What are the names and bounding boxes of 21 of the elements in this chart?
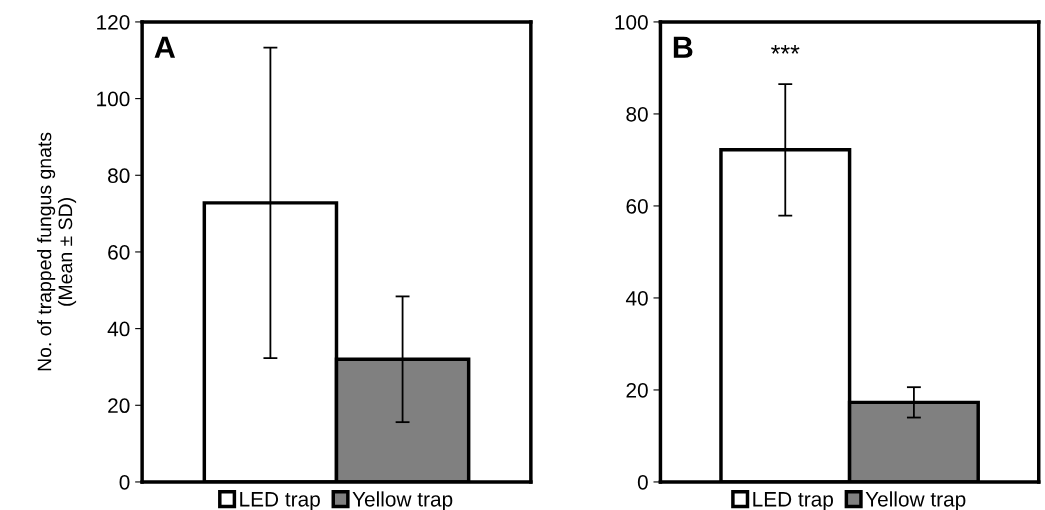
- y-axis-title: No. of trapped fungus gnats (Mean ± SD): [37, 132, 77, 371]
- y-tick-label: 20: [626, 382, 648, 398]
- legend-label: Yellow trap: [865, 491, 966, 510]
- y-tick-label: 80: [108, 168, 130, 184]
- legend-label: LED trap: [753, 492, 833, 510]
- y-tick-label: 100: [97, 91, 130, 107]
- y-tick-label: 0: [119, 474, 130, 490]
- y-tick-label: 80: [626, 106, 648, 122]
- annotation: ***: [771, 44, 800, 54]
- y-tick-label: 40: [107, 321, 130, 337]
- chart-title: A: [154, 36, 176, 58]
- legend-label: Yellow trap: [352, 491, 453, 510]
- y-tick-label: 20: [108, 398, 130, 414]
- y-tick-label: 60: [108, 244, 130, 260]
- y-tick-label: 60: [626, 198, 648, 214]
- y-tick-label: 120: [97, 14, 130, 30]
- y-tick-label: 100: [615, 14, 648, 30]
- legend-label: LED trap: [240, 492, 320, 510]
- y-tick-label: 40: [625, 290, 648, 306]
- y-tick-label: 0: [637, 474, 648, 490]
- chart-title: B: [673, 36, 693, 58]
